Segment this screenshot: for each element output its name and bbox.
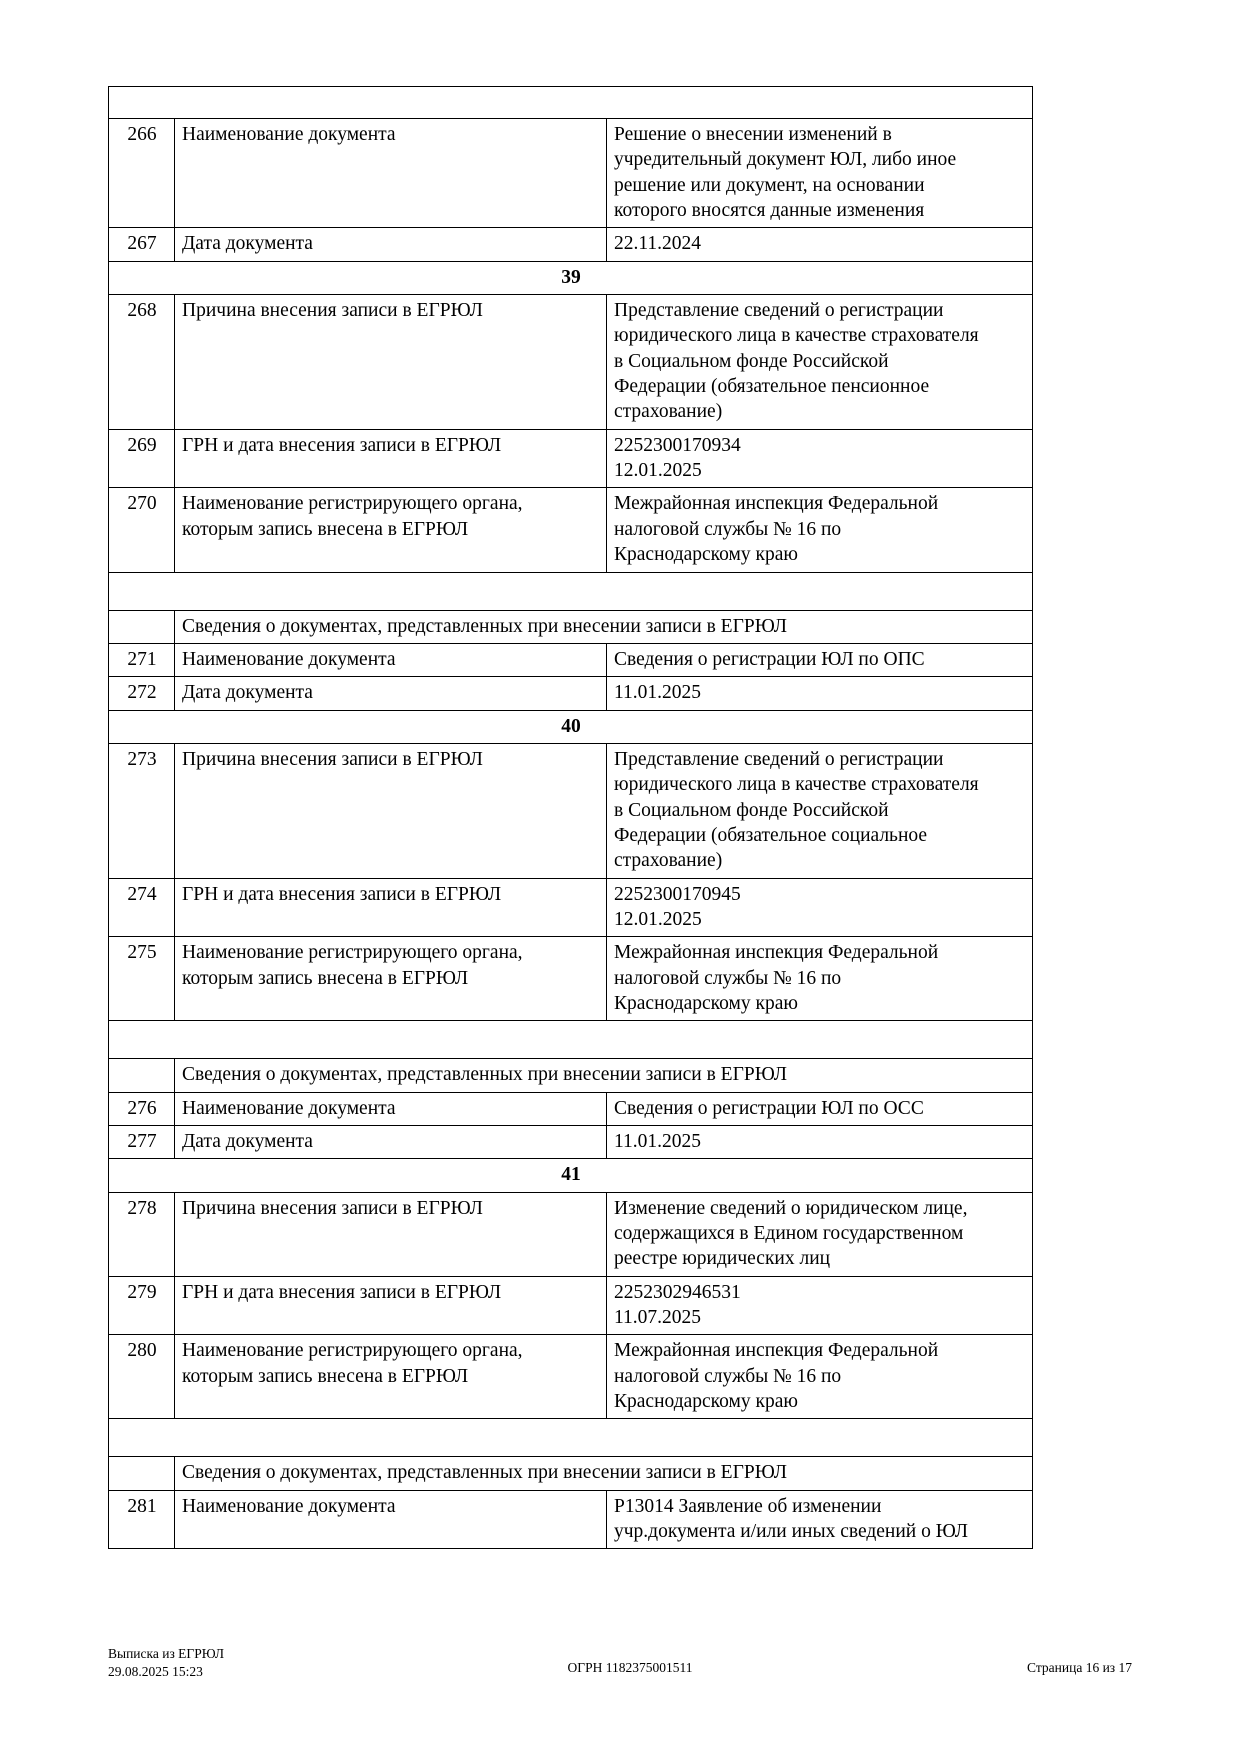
record-label: Наименование документа [174,117,607,229]
record-number: 274 [108,877,175,938]
record-value: Решение о внесении изменений в учредител… [605,117,1034,229]
record-label: Дата документа [174,1124,607,1160]
record-value: Межрайонная инспекция Федеральной налого… [605,936,1034,1022]
record-label: Наименование регистрирующего органа, кот… [174,487,607,573]
record-label: ГРН и дата внесения записи в ЕГРЮЛ [174,1275,607,1336]
table-top-strip [107,86,1034,119]
record-number: 280 [108,1334,175,1420]
record-number: 267 [108,227,175,262]
record-value: Сведения о регистрации ЮЛ по ОПС [605,642,1034,678]
record-number: 279 [108,1275,175,1336]
record-number: 269 [108,428,175,489]
footer-left-block: Выписка из ЕГРЮЛ 29.08.2025 15:23 [108,1645,428,1681]
footer-timestamp: 29.08.2025 15:23 [108,1664,203,1680]
table-row: 272 Дата документа 11.01.2025 [108,676,1034,711]
record-label: Наименование регистрирующего органа, кот… [174,1334,607,1420]
record-number: 275 [108,936,175,1022]
record-group-row: 40 [107,709,1034,744]
table-spacer-row [107,1418,1034,1458]
table-row: 278 Причина внесения записи в ЕГРЮЛ Измене… [108,1191,1034,1277]
table-row: 281 Наименование документа Р13014 Заявлени… [108,1489,1034,1550]
documents-caption-row: Сведения о документах, представленных пр… [108,1058,1034,1093]
record-value: Межрайонная инспекция Федеральной налого… [605,1334,1034,1420]
caption-empty-number-cell [108,1456,175,1491]
footer-document-title: Выписка из ЕГРЮЛ [108,1646,225,1661]
table-row: 269 ГРН и дата внесения записи в ЕГРЮЛ 225… [108,428,1034,489]
record-number: 270 [108,487,175,573]
record-number: 266 [108,117,175,229]
table-row: 274 ГРН и дата внесения записи в ЕГРЮЛ 225… [108,877,1034,938]
table-row: 279 ГРН и дата внесения записи в ЕГРЮЛ 225… [108,1275,1034,1336]
table-spacer-cell [107,571,1034,611]
record-number: 278 [108,1191,175,1277]
table-row: 280 Наименование регистрирующего органа, … [108,1334,1034,1420]
record-group-number: 39 [107,260,1034,296]
record-value: 2252302946531 11.07.2025 [605,1275,1034,1336]
record-number: 271 [108,642,175,678]
table-row: 275 Наименование регистрирующего органа, … [108,936,1034,1022]
record-label: ГРН и дата внесения записи в ЕГРЮЛ [174,428,607,489]
table-spacer-cell [107,1020,1034,1060]
record-value: 2252300170945 12.01.2025 [605,877,1034,938]
record-value: Р13014 Заявление об изменении учр.докуме… [605,1489,1034,1550]
egrul-table-body: 266 Наименование документа Решение о внесе… [107,86,1034,1550]
footer-ogrn: ОГРН 1182375001511 [567,1660,693,1675]
record-value: 22.11.2024 [605,227,1034,262]
record-value: Изменение сведений о юридическом лице, с… [605,1191,1034,1277]
table-spacer-row [107,571,1034,611]
record-value: Сведения о регистрации ЮЛ по ОСС [605,1091,1034,1127]
egrul-records-table: 266 Наименование документа Решение о внесе… [107,86,1034,1550]
record-label: Наименование документа [174,642,607,678]
record-label: Причина внесения записи в ЕГРЮЛ [174,1191,607,1277]
table-spacer-cell [107,1418,1034,1458]
table-row: 267 Дата документа 22.11.2024 [108,227,1034,262]
record-label: Дата документа [174,227,607,262]
record-label: Причина внесения записи в ЕГРЮЛ [174,742,607,879]
record-number: 281 [108,1489,175,1550]
documents-caption-text: Сведения о документах, представленных пр… [173,1456,1034,1491]
record-label: Дата документа [174,676,607,711]
documents-caption-row: Сведения о документах, представленных пр… [108,1456,1034,1491]
table-row: 266 Наименование документа Решение о внесе… [108,117,1034,229]
record-number: 273 [108,742,175,879]
documents-caption-text: Сведения о документах, представленных пр… [173,609,1034,644]
record-group-number: 41 [107,1158,1034,1193]
record-number: 277 [108,1124,175,1160]
record-label: ГРН и дата внесения записи в ЕГРЮЛ [174,877,607,938]
table-row: 277 Дата документа 11.01.2025 [108,1124,1034,1160]
table-row: 276 Наименование документа Сведения о реги… [108,1091,1034,1127]
record-value: Представление сведений о регистрации юри… [605,294,1034,430]
table-row: 270 Наименование регистрирующего органа, … [108,487,1034,573]
record-value: 2252300170934 12.01.2025 [605,428,1034,489]
table-row: 271 Наименование документа Сведения о реги… [108,642,1034,678]
egrul-table-wrapper: 266 Наименование документа Решение о внесе… [107,86,1034,1550]
record-label: Причина внесения записи в ЕГРЮЛ [174,294,607,430]
record-label: Наименование документа [174,1489,607,1550]
record-group-row: 41 [107,1158,1034,1193]
record-number: 268 [108,294,175,430]
record-group-number: 40 [107,709,1034,744]
documents-caption-text: Сведения о документах, представленных пр… [173,1058,1034,1093]
record-value: Представление сведений о регистрации юри… [605,742,1034,879]
caption-empty-number-cell [108,609,175,644]
record-number: 276 [108,1091,175,1127]
table-row: 273 Причина внесения записи в ЕГРЮЛ Предст… [108,742,1034,879]
table-spacer-row [107,1020,1034,1060]
record-number: 272 [108,676,175,711]
record-value: 11.01.2025 [605,1124,1034,1160]
table-top-strip-cell [107,86,1034,119]
record-value: 11.01.2025 [605,676,1034,711]
footer-page-number: Страница 16 из 17 [1027,1660,1132,1675]
documents-caption-row: Сведения о документах, представленных пр… [108,609,1034,644]
record-label: Наименование документа [174,1091,607,1127]
caption-empty-number-cell [108,1058,175,1093]
record-label: Наименование регистрирующего органа, кот… [174,936,607,1022]
page-footer: Выписка из ЕГРЮЛ 29.08.2025 15:23 ОГРН 1… [108,1645,1132,1681]
record-value: Межрайонная инспекция Федеральной налого… [605,487,1034,573]
record-group-row: 39 [107,260,1034,296]
table-row: 268 Причина внесения записи в ЕГРЮЛ Предст… [108,294,1034,430]
